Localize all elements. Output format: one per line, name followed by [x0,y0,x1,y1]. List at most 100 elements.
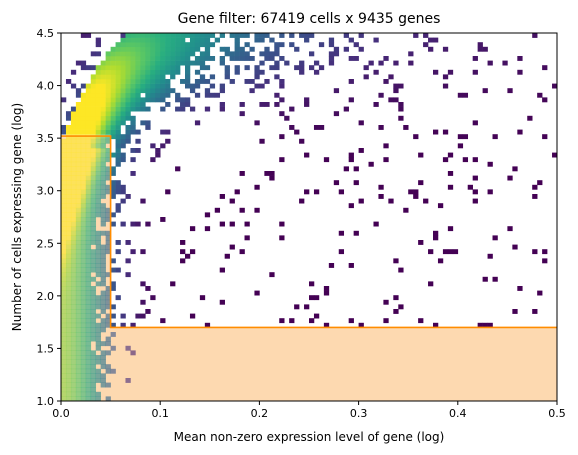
heatmap-cell [274,46,280,52]
heatmap-cell [90,157,97,163]
heatmap-cell [90,359,97,365]
heatmap-cell [80,267,87,273]
heatmap-cell [274,74,280,80]
heatmap-cell [100,143,106,149]
heatmap-cell [165,56,171,61]
heatmap-cell [85,115,92,121]
heatmap-cell [145,106,151,112]
heatmap-cell [85,336,92,342]
heatmap-cell [155,152,161,158]
heatmap-cell [75,212,82,218]
heatmap-cell [170,60,176,66]
heatmap-cell [65,295,72,301]
heatmap-cell [135,69,141,75]
heatmap-cell [259,102,265,107]
heatmap-cell [244,56,250,61]
heatmap-cell [219,102,225,107]
heatmap-cell [105,125,111,130]
heatmap-cell [542,97,548,103]
heatmap-cell [224,74,230,80]
heatmap-cell [61,226,67,232]
heatmap-cell [90,102,97,107]
heatmap-cell [224,69,230,75]
heatmap-cell [140,249,146,255]
heatmap-cell [388,198,394,204]
heatmap-cell [75,226,82,232]
heatmap-cell [100,355,106,360]
heatmap-cell [110,221,116,227]
heatmap-cell [75,166,82,172]
heatmap-cell [61,272,67,278]
heatmap-cell [85,171,92,176]
heatmap-cell [70,138,77,144]
heatmap-cell [120,42,126,48]
heatmap-cell [100,364,106,370]
heatmap-cell [85,318,92,324]
heatmap-cell [80,161,87,167]
heatmap-cell [234,46,240,52]
heatmap-cell [234,33,240,38]
heatmap-cell [65,198,72,204]
heatmap-cell [289,106,295,112]
heatmap-cell [65,355,72,360]
heatmap-cell [61,286,67,291]
heatmap-cell [90,378,97,383]
heatmap-cell [462,157,469,163]
heatmap-cell [85,258,92,264]
heatmap-cell [85,221,92,227]
heatmap-cell [130,51,136,57]
heatmap-cell [100,184,106,190]
heatmap-cell [70,129,77,135]
heatmap-cell [80,175,87,181]
heatmap-cell [175,42,181,48]
heatmap-cell [249,79,255,84]
heatmap-cell [219,194,225,199]
heatmap-cell [65,281,72,287]
heatmap-cell [100,74,106,80]
heatmap-cell [145,125,151,130]
heatmap-cell [160,37,166,43]
heatmap-cell [80,304,87,310]
heatmap-cell [65,175,72,181]
heatmap-cell [155,88,161,94]
heatmap-cell [140,33,146,38]
heatmap-cell [185,46,191,52]
heatmap-cell [80,157,87,163]
heatmap-cell [180,46,186,52]
heatmap-cell [175,46,181,52]
heatmap-cell [100,189,106,195]
heatmap-cell [165,46,171,52]
heatmap-cell [328,42,335,48]
heatmap-cell [65,180,72,186]
heatmap-cell [80,253,87,259]
heatmap-cell [323,157,330,163]
heatmap-cell [135,313,141,319]
heatmap-cell [115,157,121,163]
heatmap-cell [323,286,330,291]
heatmap-cell [175,56,181,61]
heatmap-cell [160,97,166,103]
heatmap-cell [125,79,131,84]
y-tick-label: 4.0 [37,80,55,93]
heatmap-cell [80,290,87,296]
heatmap-cell [80,396,87,402]
heatmap-cell [70,267,77,273]
heatmap-cell [383,79,389,84]
heatmap-cell [542,65,548,71]
heatmap-cell [145,51,151,57]
heatmap-cell [180,258,186,264]
heatmap-cell [442,83,449,89]
heatmap-cell [85,33,92,38]
heatmap-cell [80,198,87,204]
heatmap-cell [279,318,285,324]
heatmap-cell [130,157,136,163]
heatmap-cell [175,166,181,172]
heatmap-cell [115,65,121,71]
heatmap-cell [75,318,82,324]
heatmap-cell [90,184,97,190]
heatmap-cell [110,125,116,130]
heatmap-cell [254,65,260,71]
heatmap-cell [90,322,97,328]
heatmap-cell [105,83,111,89]
heatmap-cell [130,88,136,94]
